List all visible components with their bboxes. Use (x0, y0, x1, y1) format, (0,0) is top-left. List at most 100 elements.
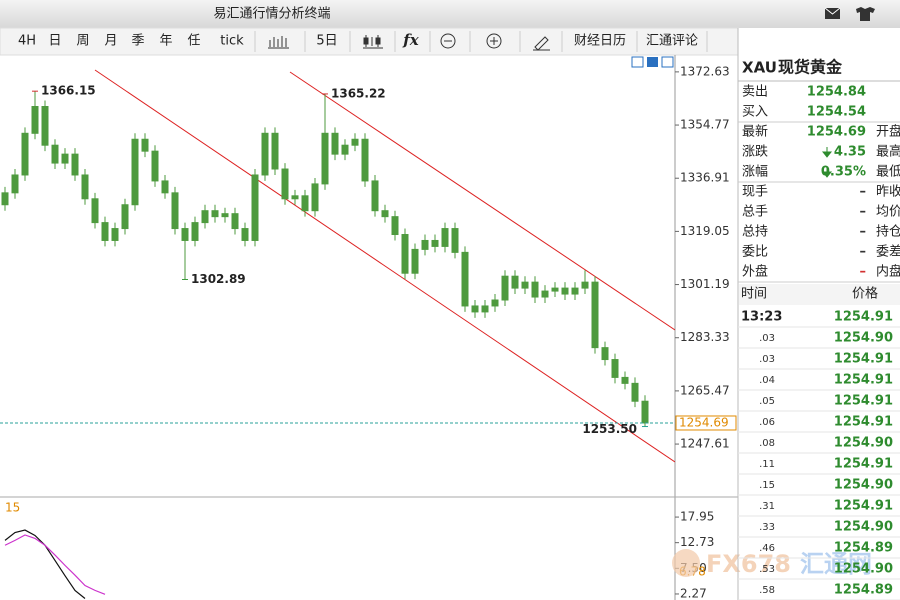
candle-body (551, 287, 559, 292)
quote-value: 1254.84 (807, 85, 866, 100)
tick-price: 1254.90 (834, 331, 893, 346)
toolbar-button[interactable]: 任 (187, 34, 200, 49)
candle-body (501, 275, 509, 301)
quote-side-label: 均价 (876, 205, 900, 220)
candle-body (631, 382, 639, 402)
tick-price: 1254.91 (834, 415, 893, 430)
tick-time: .06 (759, 417, 775, 428)
tick-price: 1254.90 (834, 562, 893, 577)
toolbar-button[interactable]: 年 (159, 34, 172, 49)
title-bar (0, 0, 900, 28)
candle-body (521, 281, 529, 289)
toolbar-button[interactable]: 汇通评论 (646, 34, 698, 49)
candle-body (61, 153, 69, 164)
quote-label: 涨幅 (742, 165, 768, 180)
tick-price: 1254.91 (834, 499, 893, 514)
toolbar-button[interactable]: 5日 (316, 34, 337, 49)
y-tick-label: 2.27 (680, 586, 707, 600)
quote-value: – (860, 265, 867, 280)
candle-body (541, 290, 549, 298)
toolbar-button[interactable]: 周 (76, 34, 89, 49)
toolbar-items: 4H 日周月季年任 tick 5日 财经日历 汇通评论 (18, 31, 708, 52)
quote-label: 外盘 (742, 264, 768, 280)
candle-body (101, 222, 109, 241)
tick-time: 13:23 (741, 310, 782, 325)
candle-body (281, 168, 289, 200)
down-arrow (821, 167, 833, 178)
quote-side-label: 最高 (876, 144, 900, 160)
candle-body (511, 275, 519, 289)
candle-body (131, 138, 139, 206)
tick-price: 1254.91 (834, 457, 893, 472)
watermark-logo (672, 549, 700, 577)
candle-icon-body (375, 37, 381, 45)
candle-body (621, 376, 629, 384)
annotation-label: 1366.15 (41, 84, 96, 98)
quote-value: 0.35% (821, 165, 866, 180)
quote-label: 涨跌 (742, 144, 768, 160)
bar-chart-icon[interactable] (268, 36, 289, 49)
y-tick-label: 1247.61 (680, 437, 730, 451)
quote-value: – (860, 225, 867, 240)
candle-body (331, 132, 339, 155)
toolbar-button[interactable]: 财经日历 (574, 34, 626, 49)
y-tick-label: 12.73 (680, 535, 714, 549)
candle-body (261, 132, 269, 176)
candle-body (11, 174, 19, 194)
zoom-in-icon[interactable] (486, 33, 502, 49)
candle-body (231, 213, 239, 230)
y-tick-label: 1283.33 (680, 330, 730, 344)
toolbar-button[interactable]: 日 (48, 34, 61, 49)
zoom-out-icon[interactable] (440, 33, 456, 49)
candle-icon-body (363, 37, 369, 45)
tick-time: .31 (759, 501, 775, 512)
candle-body (341, 144, 349, 155)
annotation-label: 1253.50 (582, 422, 637, 436)
candle-body (391, 216, 399, 236)
candle-body (161, 180, 169, 194)
y-tick-label: 1265.47 (680, 383, 730, 397)
quote-value: 4.35 (834, 145, 866, 160)
main-chart: 1366.15 1365.22 1302.89 1253.50 (1, 69, 675, 463)
symbol-name: 现货黄金 (778, 58, 843, 77)
tick-time: .15 (759, 480, 775, 491)
quote-value: – (860, 245, 867, 260)
candle-body (71, 153, 79, 176)
down-arrow (821, 147, 833, 158)
chart-icons[interactable] (631, 56, 674, 68)
quote-side-label: 开盘 (876, 124, 900, 140)
candle-body (641, 400, 649, 424)
candle-body (471, 305, 479, 313)
zoom-in-plus (490, 37, 498, 45)
tick-time: .03 (759, 333, 775, 344)
channel-line (289, 71, 675, 331)
candle-body (181, 228, 189, 241)
candle-body (351, 138, 359, 146)
toolbar-button[interactable]: tick (220, 34, 244, 49)
candle-body (151, 150, 159, 182)
tick-price: 1254.90 (834, 478, 893, 493)
skin-icon[interactable] (856, 7, 875, 21)
tick-time: .05 (759, 396, 775, 407)
watermark-text: 汇通网 (800, 550, 872, 578)
toolbar-icons (268, 33, 550, 51)
tick-header-label: 时间 (741, 287, 767, 302)
candle-body (251, 174, 259, 241)
watermark-text: FX678 (706, 550, 791, 578)
toolbar-button[interactable]: 季 (131, 34, 144, 49)
quote-label: 买入 (742, 105, 768, 120)
mail-icon[interactable] (824, 7, 841, 19)
toolbar-button[interactable]: 4H (18, 34, 36, 49)
candle-body (451, 228, 459, 253)
candle-body (581, 281, 589, 289)
tick-time: .46 (759, 543, 775, 554)
toolbar-button[interactable]: 月 (104, 34, 117, 49)
candle-body (421, 239, 429, 250)
quote-side-label: 最低 (876, 165, 900, 180)
quote-value: 1254.69 (807, 125, 866, 140)
fx-icon[interactable]: fx (402, 31, 419, 49)
candle-body (441, 228, 449, 247)
draw-icon[interactable] (533, 36, 550, 51)
